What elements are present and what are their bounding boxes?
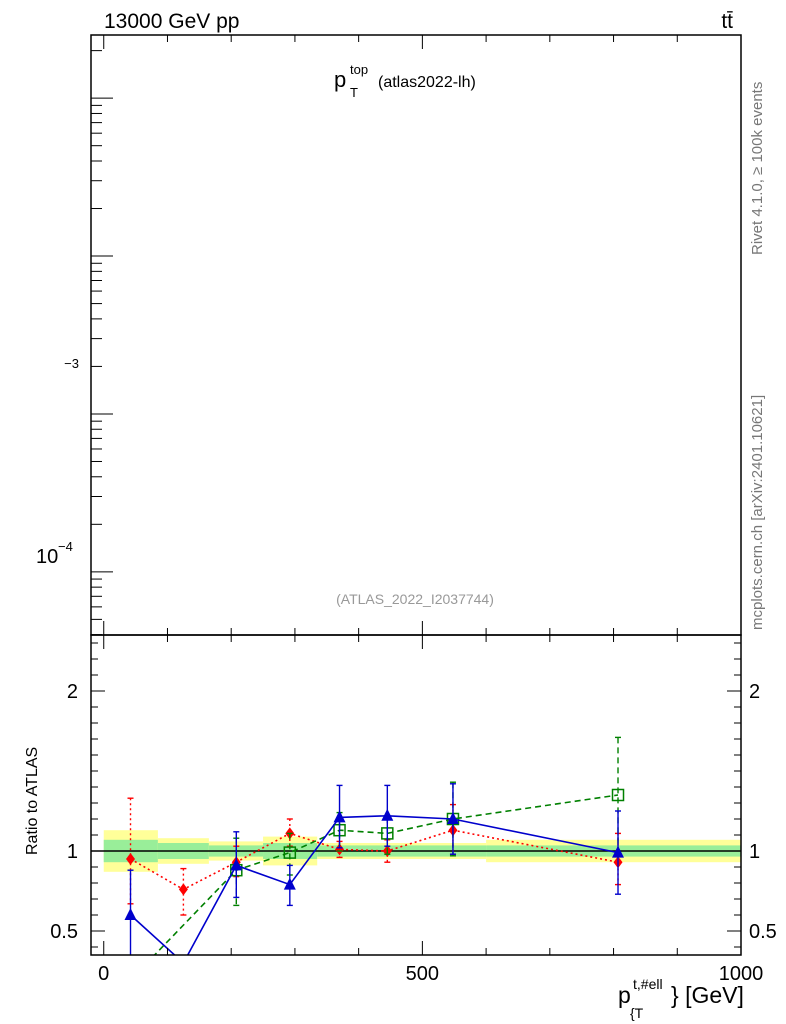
- ratio-xlabel-sup: t,#ell: [633, 976, 663, 992]
- data-point: [124, 908, 137, 920]
- main-title-sub: T: [350, 85, 358, 100]
- process-label: tt̄: [721, 10, 733, 33]
- ratio-xtick-label: 0: [98, 963, 109, 985]
- main-title-suffix: (atlas2022-lh): [378, 74, 476, 91]
- rivet-version-label: Rivet 4.1.0, ≥ 100k events: [749, 82, 766, 255]
- data-point: [611, 788, 625, 802]
- data-point: [126, 853, 136, 865]
- data-point: [333, 810, 346, 823]
- data-point: [381, 808, 394, 821]
- main-title: p top T (atlas2022-lh): [334, 62, 476, 100]
- main-panel-frame: [90, 34, 742, 636]
- main-y-ticks: [91, 50, 113, 636]
- series-blue-triangle-solid: [124, 783, 625, 955]
- ratio-xlabel-sub: {T: [630, 1005, 644, 1021]
- source-label: mcplots.cern.ch [arXiv:2401.10621]: [749, 395, 766, 630]
- ratio-ytick-label-left: 1: [67, 841, 78, 863]
- main-ytick-1e-4-base: 10: [36, 546, 58, 568]
- ratio-series-group: [124, 736, 625, 955]
- series-green-square-dashed: [153, 736, 625, 955]
- data-point: [335, 843, 345, 856]
- data-point: [612, 845, 625, 858]
- main-title-p: p: [334, 67, 346, 92]
- energy-label: 13000 GeV pp: [104, 10, 239, 33]
- ratio-xtick-label: 1000: [719, 963, 764, 985]
- main-ytick-exp-m3: −3: [64, 356, 79, 371]
- ratio-ytick-label-right: 0.5: [749, 921, 777, 943]
- ratio-panel-frame: [90, 634, 742, 956]
- data-point: [178, 883, 188, 896]
- analysis-id: (ATLAS_2022_I2037744): [336, 591, 494, 607]
- ratio-xlabel-suffix: } [GeV]: [671, 982, 744, 1008]
- ratio-ytick-label-right: 1: [749, 841, 760, 863]
- ratio-ticks: 0.5 0.5 1 1 2 2 0 500 1000: [50, 635, 777, 985]
- series-line: [129, 814, 619, 955]
- series-line: [130, 829, 619, 891]
- ratio-ytick-label-left: 0.5: [50, 921, 78, 943]
- ratio-ytick-label-left: 2: [67, 681, 78, 703]
- main-ytick-1e-4-exp: −4: [58, 539, 73, 554]
- main-x-ticks: [103, 35, 742, 635]
- main-title-sup: top: [350, 62, 368, 77]
- ratio-xlabel-p: p: [618, 982, 631, 1008]
- data-point: [230, 858, 243, 871]
- data-point: [283, 846, 297, 859]
- data-point: [446, 812, 459, 824]
- series-red-diamond-dotted: [126, 797, 623, 916]
- ratio-ytick-label-right: 2: [749, 681, 760, 703]
- ratio-xtick-label: 500: [406, 963, 439, 985]
- ratio-xlabel: p t,#ell {T } [GeV]: [618, 976, 744, 1021]
- data-point: [283, 877, 296, 890]
- ratio-ylabel: Ratio to ATLAS: [24, 747, 41, 855]
- series-line: [153, 794, 619, 955]
